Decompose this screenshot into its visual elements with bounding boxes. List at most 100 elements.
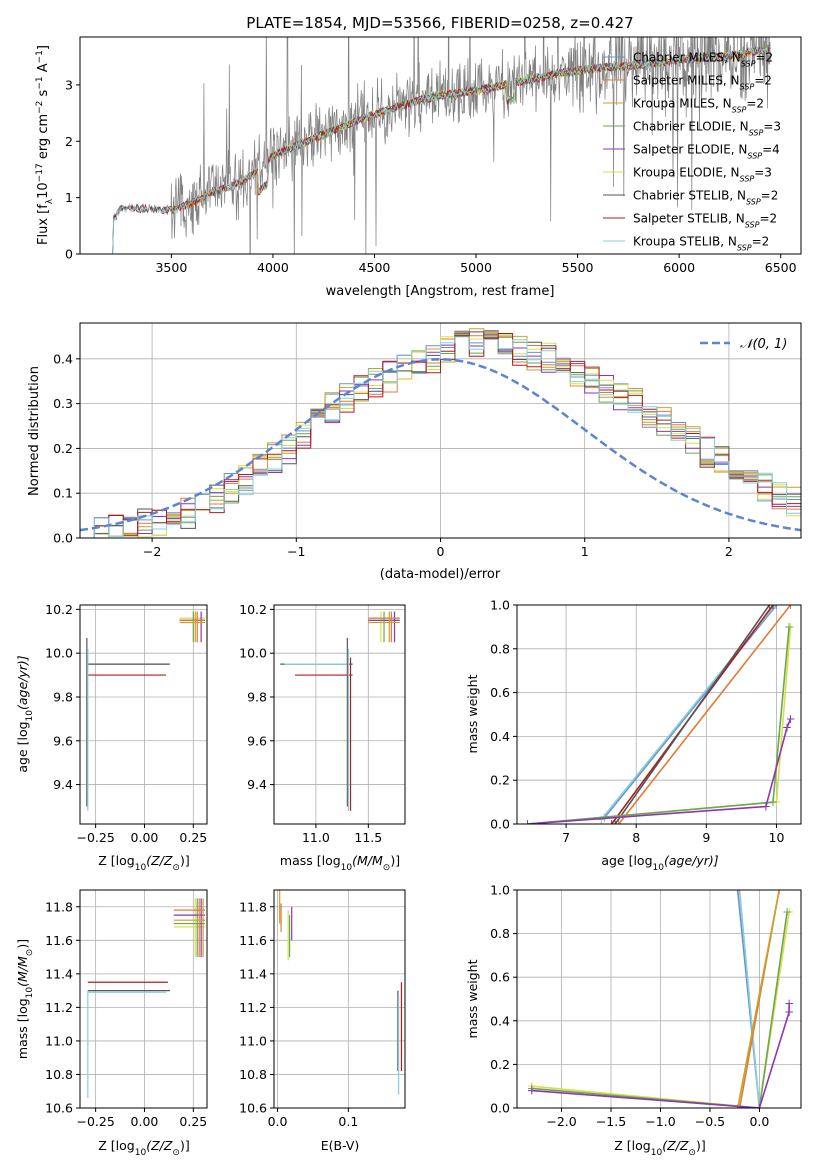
weight-line-chabrier-elodie: [531, 911, 788, 1108]
data-point-marker: +: [527, 1084, 537, 1098]
panel-weight-vs-Z: ++++++++++++++++++−2.0 −1.5 −1.0 −0.5 0.0 0.0…: [490, 883, 802, 1129]
plot-area: [86, 611, 206, 811]
axes-frame: [79, 604, 208, 825]
label-part: ]: [36, 45, 51, 50]
x-axis-label: (data-model)/error: [380, 567, 501, 582]
data-point-marker: +: [774, 883, 784, 897]
legend-label-normal: 𝒩(0, 1): [740, 337, 787, 352]
x-tick-label: 0: [437, 544, 445, 559]
x-tick-label: −1.5: [596, 1114, 626, 1129]
legend-subscript: SSP: [746, 197, 761, 206]
label-part: 10: [341, 863, 353, 873]
x-axis-label: Z [log10(Z/Z⊙)]: [98, 1138, 189, 1158]
legend-value: =2: [761, 189, 779, 203]
label-part: ⊙: [172, 1148, 180, 1158]
y-tick-label: 11.0: [45, 1033, 73, 1048]
plot-area: [280, 611, 400, 811]
plot-area: [279, 890, 403, 1095]
data-point-marker: +: [785, 620, 795, 634]
plot-area: ++++++++++++++++++++: [522, 598, 796, 831]
x-axis-label: Z [log10(Z/Z⊙)]: [98, 853, 189, 873]
x-tick-label: 5500: [562, 260, 594, 275]
y-tick-label: 10.0: [239, 646, 267, 661]
x-tick-label: 11.0: [302, 830, 330, 845]
y-tick-label: 0.2: [490, 1057, 510, 1072]
spectrum-model-kroupa-stelib: [112, 46, 771, 254]
plot-area: [80, 328, 801, 538]
y-tick-label: 11.8: [239, 899, 267, 914]
x-tick-label: 1: [581, 544, 589, 559]
y-tick-label: 0.6: [490, 685, 510, 700]
y-tick-label: 9.6: [247, 733, 267, 748]
y-axis-label: mass weight: [465, 674, 480, 753]
weight-line-salpeter-elodie: [527, 718, 792, 824]
legend-text: Kroupa ELODIE, N: [633, 166, 740, 180]
panel-mass-vs-ebv: 0.0 0.1 10.6 10.8 11.0 11.2 11.4 11.6 11.8: [239, 889, 406, 1129]
data-point-marker: +: [785, 598, 795, 612]
data-point-marker: +: [527, 1081, 537, 1095]
x-tick-label: 11.5: [354, 830, 382, 845]
legend-text: Salpeter ELODIE, N: [633, 143, 747, 157]
label-part: (age/yr)]: [15, 655, 30, 710]
x-tick-label: −2: [143, 544, 161, 559]
data-point-marker: +: [771, 598, 781, 612]
plot-area: [112, 37, 771, 254]
plot-area: [87, 898, 206, 1098]
label-part: s: [36, 89, 51, 100]
data-point-marker: +: [735, 1101, 745, 1115]
y-tick-label: 9.8: [247, 689, 267, 704]
label-part: 10: [36, 182, 51, 199]
label-part: −1: [35, 76, 45, 89]
axes-frame: [273, 604, 406, 825]
legend-value: =4: [762, 143, 780, 157]
axes-frame: [79, 889, 208, 1109]
y-tick-label: 10.2: [45, 602, 73, 617]
legend-subscript: SSP: [741, 59, 756, 68]
x-tick-label: −2.0: [546, 1114, 576, 1129]
y-tick-label: 0.2: [490, 773, 510, 788]
data-point-marker: +: [522, 817, 532, 831]
weight-line-salpeter-elodie: [531, 1003, 790, 1108]
y-tick-label: 1.0: [490, 883, 510, 898]
axes-frame: [516, 604, 802, 825]
y-tick-label: 0.0: [490, 817, 510, 832]
data-point-marker: +: [785, 712, 795, 726]
y-tick-label: 0.0: [53, 531, 73, 546]
axes-frame: [516, 889, 802, 1109]
data-point-marker: +: [614, 817, 624, 831]
y-tick-label: 11.0: [239, 1033, 267, 1048]
data-point-marker: +: [733, 883, 743, 897]
legend-value: =2: [754, 74, 772, 88]
x-tick-label: 0.25: [179, 1114, 207, 1129]
data-point-marker: +: [761, 799, 771, 813]
y-tick-label: 0: [65, 247, 73, 262]
y-tick-label: 11.2: [45, 1000, 73, 1015]
legend-value: =2: [755, 51, 773, 65]
y-tick-label: 0.4: [490, 729, 510, 744]
y-tick-label: 11.2: [239, 1000, 267, 1015]
label-part: 10: [135, 863, 147, 873]
x-tick-label: 7: [562, 830, 570, 845]
label-part: Z [log: [98, 1138, 134, 1153]
label-part: ⊙: [172, 863, 180, 873]
x-tick-label: 0.25: [179, 830, 207, 845]
x-axis-label: E(B-V): [321, 1138, 360, 1153]
weight-line-kroupa-elodie: [531, 911, 790, 1108]
panel-weight-vs-age: ++++++++++++++++++++7 8 9 10 0.0 0.2 0.4 0.6 0.8…: [490, 598, 802, 845]
y-tick-label: 10.6: [239, 1101, 267, 1116]
x-tick-label: −1: [287, 544, 305, 559]
normal-curve: [80, 358, 801, 532]
data-point-marker: +: [784, 905, 794, 919]
y-tick-label: 11.4: [239, 966, 267, 981]
x-tick-label: 6500: [765, 260, 797, 275]
label-part: mass [log: [15, 998, 30, 1059]
y-tick-label: 10.8: [45, 1067, 73, 1082]
y-tick-label: 10.8: [239, 1067, 267, 1082]
x-tick-label: −0.25: [76, 1114, 114, 1129]
y-tick-label: 0.4: [53, 351, 73, 366]
legend-label: Kroupa MILES, NSSP=2: [633, 97, 764, 115]
x-tick-label: 4500: [359, 260, 391, 275]
panel-age-vs-Z: −0.25 0.00 0.25 9.4 9.6 9.8 10.0 10.2: [45, 602, 208, 845]
x-axis-label: age [log10(age/yr)]: [601, 853, 718, 873]
